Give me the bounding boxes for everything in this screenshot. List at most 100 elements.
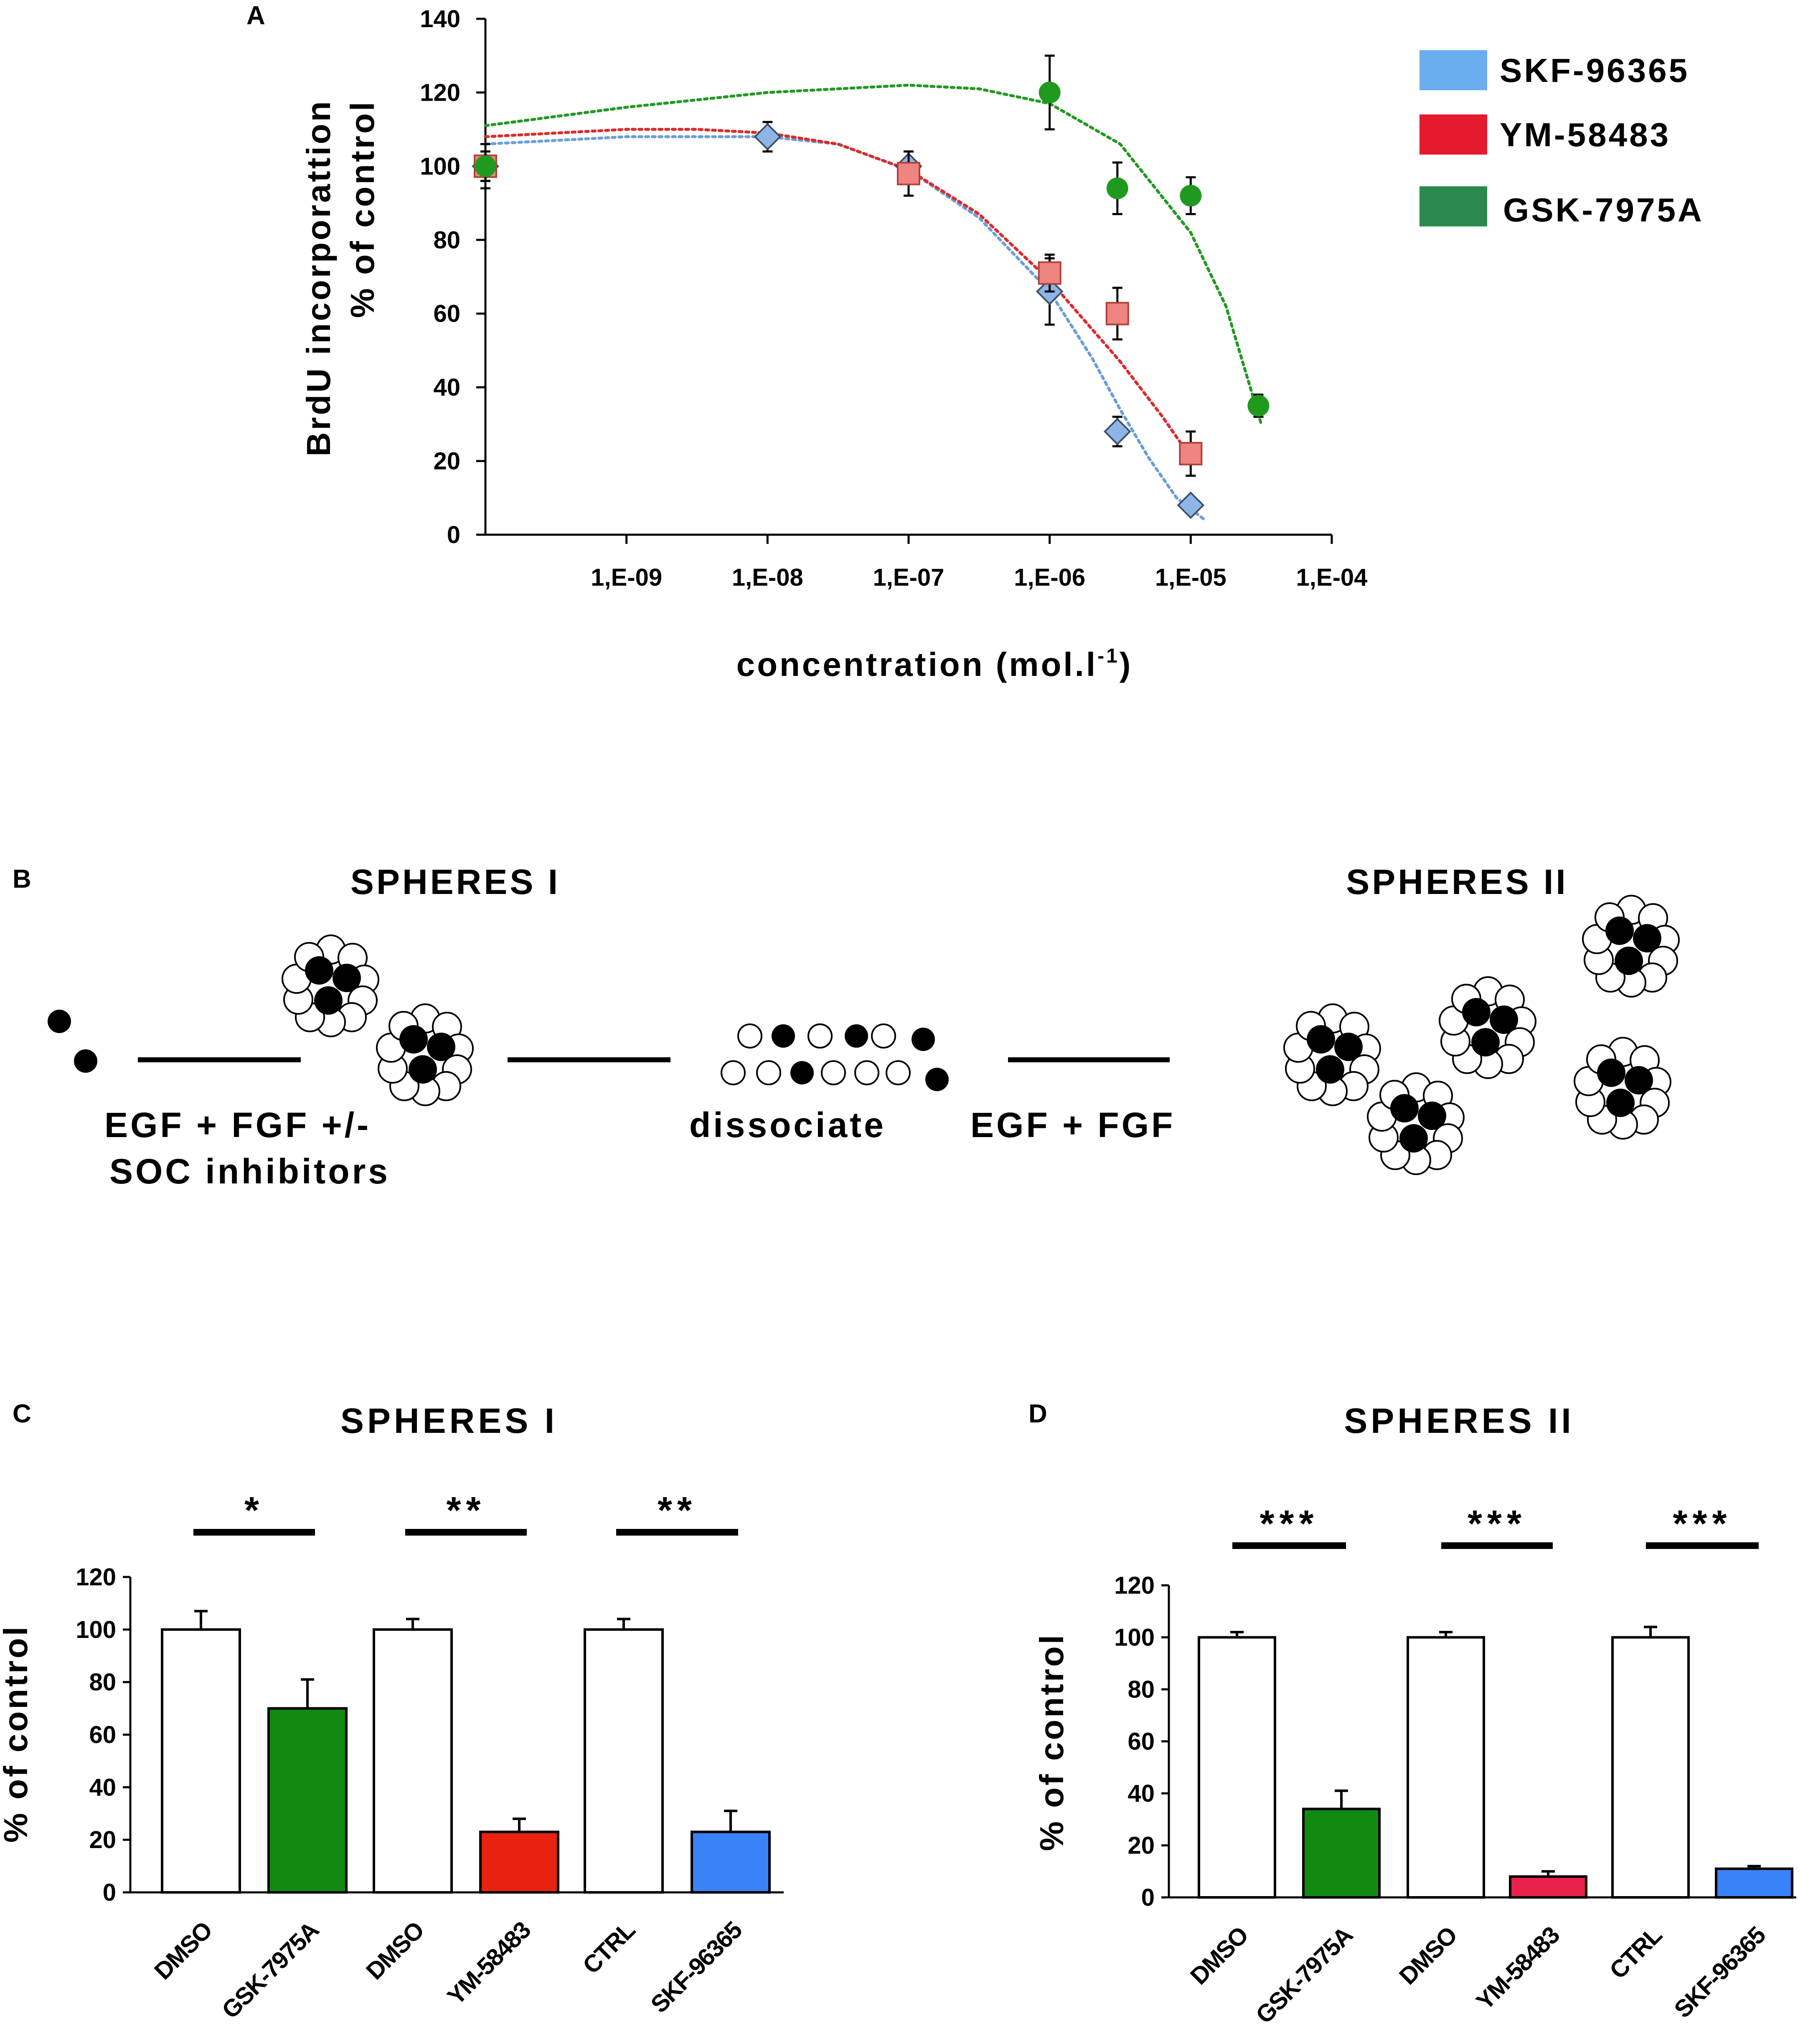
- cell-filled: [399, 1025, 428, 1054]
- cell-filled: [1418, 1102, 1446, 1130]
- bar-ctrl: [1611, 1636, 1690, 1899]
- category-label: SKF-96365: [645, 1917, 747, 2018]
- data-point-ym-58483: [1105, 302, 1129, 325]
- category-label: DMSO: [1185, 1922, 1253, 1990]
- trend-line-ym-58483: [484, 128, 1192, 459]
- significance-stars: ***: [1673, 1503, 1732, 1545]
- cell-filled: [1316, 1055, 1344, 1084]
- data-point-skf-96365: [754, 123, 782, 151]
- significance-stars: **: [446, 1490, 485, 1531]
- bar-skf-96365: [1715, 1867, 1793, 1899]
- cell-filled: [305, 956, 333, 985]
- y-tick-label: 40: [89, 1774, 116, 1801]
- data-point-gsk-7975a: [1106, 177, 1128, 199]
- x-tick-label: 1,E-05: [1155, 564, 1226, 591]
- y-tick-label: 40: [433, 374, 460, 401]
- x-tick-label: 1,E-09: [591, 564, 662, 591]
- bar-dmso: [373, 1628, 453, 1894]
- y-tick-label: 120: [1114, 1572, 1155, 1599]
- y-tick-label: 0: [103, 1879, 116, 1906]
- spheres-2-bar-chart: SPHERES II % of control *** *** *** 0 20 40 6…: [1033, 1401, 1796, 2029]
- bar-ym-58483: [1509, 1875, 1587, 1899]
- cell-open: [721, 1060, 746, 1085]
- y-tick-label: 60: [1127, 1728, 1155, 1755]
- data-point-skf-96365: [1103, 418, 1131, 445]
- bar-ym-58483: [479, 1831, 559, 1894]
- dissociated-cells: [721, 1023, 949, 1091]
- category-label: SKF-96365: [1669, 1922, 1770, 2023]
- x-tick-label: 1,E-04: [1296, 564, 1368, 591]
- category-label: DMSO: [149, 1917, 217, 1985]
- panel-letter-c: C: [13, 1399, 31, 1428]
- data-point-gsk-7975a: [1247, 395, 1270, 417]
- chart-a-legend: SKF-96365 YM-58483 GSK-7975A: [1419, 50, 1702, 229]
- category-label: CTRL: [1605, 1922, 1667, 1984]
- cell-filled: [1606, 1089, 1635, 1117]
- cell-open: [821, 1060, 846, 1085]
- panel-letter-d: D: [1028, 1399, 1047, 1428]
- bar-dmso: [1407, 1636, 1485, 1899]
- y-tick-label: 120: [420, 79, 460, 106]
- chart-a-data-points: [472, 54, 1270, 519]
- y-tick-label: 140: [420, 5, 460, 33]
- chart-a-x-ticks: 1,E-09 1,E-08 1,E-07 1,E-06 1,E-05 1,E-04: [591, 535, 1367, 591]
- legend-label-skf: SKF-96365: [1500, 52, 1689, 89]
- trend-line-gsk-7975a: [484, 84, 1263, 426]
- cell-filled: [1597, 1059, 1625, 1087]
- cell-filled: [845, 1024, 868, 1048]
- step-label-dissociate: dissociate: [689, 1105, 886, 1145]
- cell-filled: [1462, 998, 1491, 1026]
- category-label: GSK-7975A: [217, 1916, 324, 2024]
- chart-d-title: SPHERES II: [1344, 1401, 1574, 1440]
- chart-d-significance: *** *** ***: [1232, 1503, 1759, 1549]
- data-point-gsk-7975a: [1039, 81, 1061, 104]
- panel-letter-a: A: [246, 1, 265, 30]
- significance-stars: ***: [1468, 1503, 1526, 1545]
- y-tick-label: 80: [433, 226, 460, 254]
- cell-filled: [1605, 917, 1634, 945]
- cell-filled: [1615, 947, 1643, 975]
- x-axis-title-superscript: -1: [1097, 645, 1120, 667]
- y-axis-title-line2: % of control: [344, 100, 381, 318]
- cell-open: [756, 1060, 781, 1085]
- chart-c-y-ticks: 0 20 40 60 80 100 120: [76, 1564, 130, 1906]
- chart-d-y-axis-title: % of control: [1033, 1633, 1070, 1851]
- y-tick-label: 80: [1127, 1676, 1155, 1703]
- sphere-clusters: [282, 895, 1680, 1175]
- y-tick-label: 20: [89, 1826, 116, 1854]
- cell-open: [854, 1060, 879, 1085]
- category-label: YM-58483: [1471, 1922, 1564, 2015]
- single-cell: [48, 1010, 71, 1033]
- significance-stars: ***: [1260, 1503, 1318, 1545]
- x-axis-title: concentration (mol.l-1): [736, 645, 1133, 683]
- sphere-assay-schematic: SPHERES I SPHERES II EGF + FGF +/- SOC i…: [48, 862, 1680, 1191]
- cell-filled: [1334, 1033, 1363, 1061]
- bar-dmso: [1198, 1636, 1276, 1899]
- cell-filled: [1307, 1025, 1335, 1054]
- bar-gsk-7975a: [1302, 1808, 1381, 1899]
- y-tick-label: 60: [433, 300, 460, 328]
- y-tick-label: 20: [1127, 1832, 1155, 1859]
- chart-a-trend-lines: [484, 84, 1263, 522]
- panel-letter-b: B: [13, 865, 31, 894]
- y-tick-label: 100: [420, 153, 460, 180]
- cell-open: [808, 1023, 833, 1049]
- chart-c-title: SPHERES I: [340, 1401, 558, 1440]
- single-cell: [74, 1049, 97, 1073]
- cell-filled: [1625, 1066, 1653, 1094]
- bar-dmso: [161, 1628, 241, 1894]
- y-tick-label: 80: [89, 1669, 116, 1696]
- y-tick-label: 100: [1114, 1624, 1155, 1651]
- cell-open: [737, 1023, 762, 1049]
- spheres-1-heading: SPHERES I: [350, 862, 560, 901]
- cell-filled: [925, 1068, 949, 1091]
- sphere-cluster: [1439, 976, 1536, 1079]
- cell-filled: [409, 1055, 437, 1084]
- chart-c-bars: [161, 1610, 771, 1894]
- legend-swatch-gsk: [1419, 186, 1487, 226]
- sphere-cluster: [1283, 1003, 1381, 1106]
- chart-a-axes: [484, 19, 1332, 536]
- step-label-regrow: EGF + FGF: [970, 1105, 1175, 1145]
